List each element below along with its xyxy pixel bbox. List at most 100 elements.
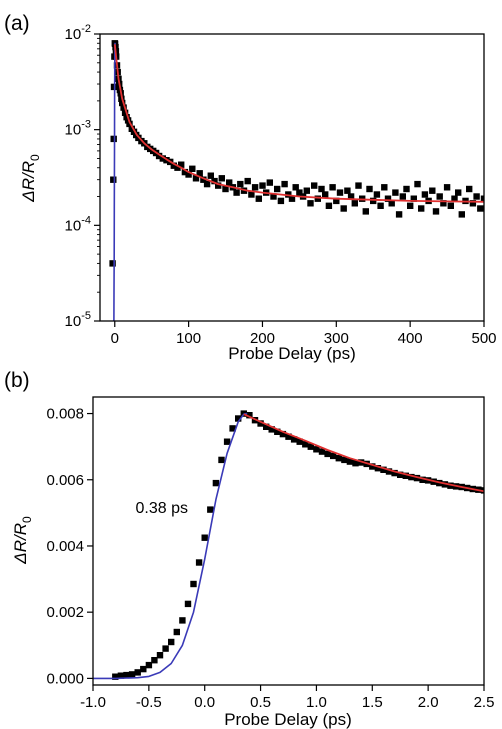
panel-a-data-point xyxy=(329,184,336,191)
panel-a-data-point xyxy=(218,175,225,182)
panel-a-y-tick-label: 10-4 xyxy=(65,214,91,234)
panel-b-data-point xyxy=(419,476,426,483)
panel-a-data-point xyxy=(259,182,266,189)
panel-a-y-axis-title: ΔR/R0 xyxy=(19,154,42,203)
panel-b-data-point xyxy=(207,506,214,513)
panel-b-data-point xyxy=(112,673,119,680)
panel-a-data-point xyxy=(222,185,229,193)
panel-a-data-point xyxy=(429,187,436,194)
panel-b-data-point xyxy=(156,652,164,659)
panel-a-data-point xyxy=(477,205,484,212)
panel-a-data-point xyxy=(155,152,163,160)
panel-b-axes: -1.0 -0.5 0.0 0.5 1.0 1.5 2.0 2.5 0.000 0.002 0.00… xyxy=(46,406,494,711)
panel-b-data-point xyxy=(413,474,421,482)
panel-a-data-point xyxy=(347,193,355,200)
panel-b-data-point xyxy=(229,425,236,432)
panel-b-data-point xyxy=(335,455,342,462)
panel-a-data-point xyxy=(403,185,410,193)
panel-b-data-point xyxy=(313,446,320,453)
panel-b-data-point xyxy=(268,426,275,433)
panel-a-data-point xyxy=(432,208,440,215)
panel-b-rise-curve xyxy=(93,412,248,680)
panel-b-data-point xyxy=(296,438,303,445)
panel-a-y-axis-title-sub: 0 xyxy=(28,154,42,161)
panel-a-data-point xyxy=(281,180,288,188)
panel-a-data-point xyxy=(399,193,406,200)
panel-b-data-point xyxy=(408,473,415,481)
panel-a-data-point xyxy=(451,195,458,202)
panel-a-data-point xyxy=(318,185,325,193)
panel-b-y-axis-title: ΔR/R0 xyxy=(11,516,34,565)
panel-a-data-point xyxy=(466,185,473,193)
panel-a-data-point xyxy=(344,187,351,194)
panel-a-data-point xyxy=(274,185,281,193)
panel-a-data-point xyxy=(325,202,333,209)
panel-b-data-point xyxy=(274,428,281,435)
panel-a-x-tick-label: 0 xyxy=(111,330,119,347)
panel-b-data-point xyxy=(140,665,147,673)
panel-a-data-point xyxy=(215,182,222,189)
panel-a-data-point xyxy=(443,184,451,191)
panel-a-axes: 0 100 200 300 400 500 10-5 10-4 10-3 10-2 xyxy=(65,23,497,347)
panel-b-data-point xyxy=(385,468,393,475)
panel-a-data-point xyxy=(377,202,384,209)
panel-b-data-point xyxy=(151,657,158,664)
panel-b-data-point xyxy=(285,433,292,440)
panel-b-data-point xyxy=(173,628,180,636)
panel-a-data-point xyxy=(388,200,395,207)
panel-b-data-point xyxy=(190,580,197,588)
panel-a-y-axis-title-main: ΔR/R xyxy=(19,161,38,203)
panel-a-data-point xyxy=(255,195,262,202)
panel-a-data-point xyxy=(189,165,196,172)
panel-a: (a) 0 100 200 300 400 500 10-5 10-4 10-3 10-2 Pro… xyxy=(4,12,497,363)
panel-a-data-point xyxy=(436,193,443,200)
panel-a-data-point xyxy=(421,191,429,198)
panel-b-data-point xyxy=(346,458,354,465)
panel-a-data-point xyxy=(340,205,347,212)
panel-a-data-point xyxy=(251,184,259,191)
panel-b-data-point xyxy=(162,645,169,652)
panel-b-data-point xyxy=(324,450,331,458)
panel-a-data-point xyxy=(458,211,465,218)
panel-b-y-axis-title-main: ΔR/R xyxy=(11,523,30,565)
panel-b-plot-frame xyxy=(92,396,485,686)
panel-b-data-point xyxy=(318,448,326,455)
panel-a-data-point xyxy=(270,193,277,200)
panel-a-data-point xyxy=(410,195,417,202)
panel-a-data-point xyxy=(351,200,358,207)
panel-b-y-tick-label: 0.002 xyxy=(46,604,84,621)
panel-b-y-tick-label: 0.004 xyxy=(46,538,84,555)
panel-b-data-point xyxy=(235,415,242,422)
panel-a-data-point xyxy=(120,104,127,111)
panel-b-y-tick-label: 0.000 xyxy=(46,670,84,687)
panel-b-x-tick-label: 0.5 xyxy=(250,694,271,711)
panel-a-data-point xyxy=(174,164,181,171)
panel-b-data-point xyxy=(402,472,409,479)
panel-b-x-tick-label: 1.0 xyxy=(306,694,327,711)
panel-a-data-point xyxy=(336,189,344,196)
panel-a-x-tick-label: 300 xyxy=(324,330,349,347)
panel-a-data-point xyxy=(469,200,477,207)
panel-b-data-point xyxy=(307,443,314,450)
panel-b-x-tick-label: 1.5 xyxy=(362,694,383,711)
panel-a-data-point xyxy=(109,260,116,267)
panel-a-data-point xyxy=(207,172,214,179)
panel-b-data-point xyxy=(374,465,382,472)
panel-a-fit-curve xyxy=(113,44,484,203)
panel-a-data-point xyxy=(414,180,421,188)
panel-b-data-point xyxy=(447,482,454,489)
panel-b-data-point xyxy=(352,460,359,467)
panel-a-plot-frame xyxy=(99,33,485,322)
panel-b-x-axis-title: Probe Delay (ps) xyxy=(224,710,352,729)
panel-a-data-point xyxy=(480,195,484,202)
panel-b-data-point xyxy=(184,600,192,608)
panel-b-y-tick-label: 0.006 xyxy=(46,472,84,489)
panel-a-y-tick-label: 10-3 xyxy=(65,119,91,139)
panel-a-data-point xyxy=(292,184,299,191)
panel-a-x-tick-label: 100 xyxy=(176,330,201,347)
panel-a-x-tick-label: 400 xyxy=(398,330,423,347)
panel-a-data-point xyxy=(355,182,362,189)
panel-a-data-point xyxy=(392,189,399,196)
panel-a-data-point xyxy=(110,135,117,143)
panel-a-data-point xyxy=(203,180,211,188)
